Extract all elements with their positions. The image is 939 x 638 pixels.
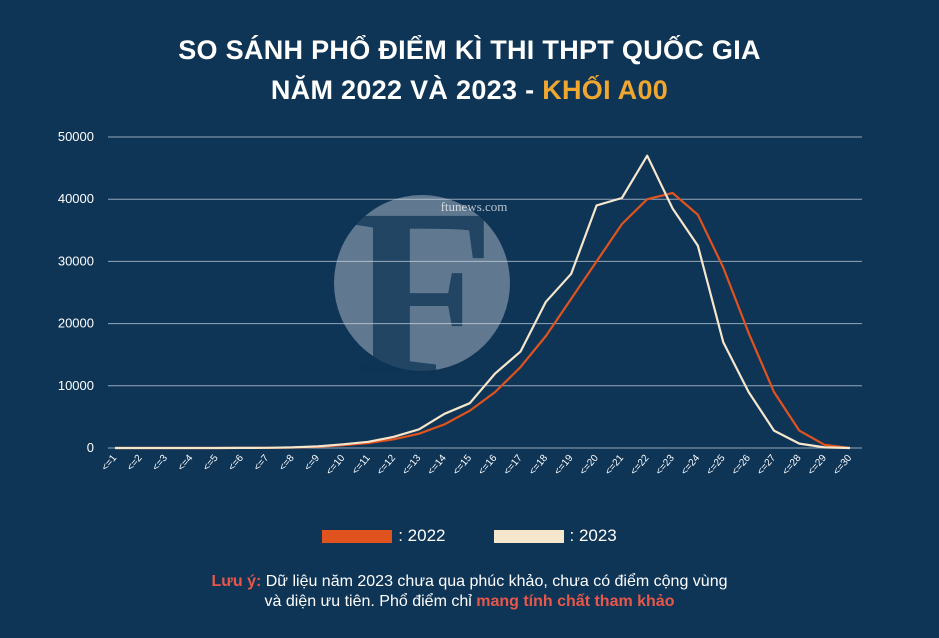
x-tick-label: <=10 [324, 453, 347, 478]
x-tick-label: <=2 [125, 453, 145, 474]
title-line-2-accent: KHỐI A00 [542, 75, 669, 105]
x-tick-label: <=11 [350, 453, 373, 477]
y-tick-label: 20000 [58, 316, 94, 331]
x-tick-label: <=9 [303, 453, 323, 474]
legend-item-2022: : 2022 [322, 526, 446, 546]
x-tick-label: <=16 [476, 453, 499, 478]
x-tick-label: <=18 [527, 453, 550, 478]
footnote-line-1: Lưu ý: Dữ liệu năm 2023 chưa qua phúc kh… [0, 572, 939, 592]
watermark-letter: F [349, 159, 496, 425]
x-tick-label: <=3 [150, 453, 170, 474]
x-tick-label: <=19 [552, 453, 575, 478]
x-tick-label: <=14 [426, 453, 449, 478]
x-tick-label: <=7 [252, 453, 272, 474]
footnote-line-2: và diện ưu tiên. Phổ điểm chỉ mang tính … [0, 592, 939, 612]
y-tick-label: 30000 [58, 253, 94, 268]
watermark-circle [334, 195, 510, 371]
series-line-2023 [115, 154, 851, 450]
x-tick-label: <=15 [451, 453, 474, 478]
line-chart: F ftunews.com 0 10000 20000 30000 40000 50000… [58, 129, 862, 478]
series [115, 154, 851, 450]
y-tick-label: 40000 [58, 191, 94, 206]
title-line-1: SO SÁNH PHỔ ĐIỂM KÌ THI THPT QUỐC GIA [178, 35, 761, 65]
watermark: F ftunews.com [334, 159, 510, 425]
legend-item-2023: : 2023 [493, 526, 617, 546]
x-tick-label: <=8 [277, 453, 297, 474]
footnote-text-2: và diện ưu tiên. Phổ điểm chỉ [264, 593, 477, 610]
chart-title: SO SÁNH PHỔ ĐIỂM KÌ THI THPT QUỐC GIA NĂ… [0, 30, 939, 110]
y-tick-label: 0 [87, 440, 94, 455]
y-axis: 0 10000 20000 30000 40000 50000 [58, 129, 94, 455]
x-tick-label: <=27 [755, 453, 778, 478]
x-tick-label: <=17 [502, 453, 525, 478]
x-tick-label: <=26 [730, 453, 753, 478]
x-tick-label: <=4 [176, 453, 196, 474]
y-tick-label: 50000 [58, 129, 94, 144]
x-tick-label: <=6 [227, 453, 247, 474]
footnote-emphasis: mang tính chất tham khảo [476, 593, 675, 610]
x-tick-label: <=28 [781, 453, 804, 478]
footnote-text-1: Dữ liệu năm 2023 chưa qua phúc khảo, chư… [261, 573, 728, 590]
x-tick-label: <=22 [628, 453, 651, 478]
x-tick-label: <=5 [201, 453, 221, 474]
x-tick-label: <=24 [679, 453, 702, 478]
legend: : 2022 : 2023 [0, 526, 939, 546]
legend-label-2022: : 2022 [398, 526, 446, 545]
x-tick-label: <=20 [578, 453, 601, 478]
x-tick-label: <=13 [400, 453, 423, 478]
title-line-2: NĂM 2022 VÀ 2023 - KHỐI A00 [0, 70, 939, 110]
legend-swatch-2022 [322, 529, 393, 543]
x-tick-label: <=25 [704, 453, 727, 478]
watermark-text: ftunews.com [441, 199, 508, 214]
x-tick-label: <=12 [375, 453, 398, 478]
x-tick-label: <=30 [831, 453, 854, 478]
legend-swatch-2023 [493, 529, 564, 543]
footnote: Lưu ý: Dữ liệu năm 2023 chưa qua phúc kh… [0, 572, 939, 612]
footnote-label: Lưu ý: [211, 573, 262, 590]
x-tick-label: <=1 [100, 453, 120, 474]
x-axis: <=1 <=2 <=3 <=4 <=5 <=6 <=7 <=8 <=9 <=10 <=11 <=12 <… [100, 453, 855, 478]
legend-label-2023: : 2023 [569, 526, 617, 545]
x-tick-label: <=23 [654, 453, 677, 478]
x-tick-label: <=21 [603, 453, 626, 478]
x-tick-label: <=29 [806, 453, 829, 478]
y-tick-label: 10000 [58, 378, 94, 393]
title-line-2-prefix: NĂM 2022 VÀ 2023 - [270, 75, 543, 105]
